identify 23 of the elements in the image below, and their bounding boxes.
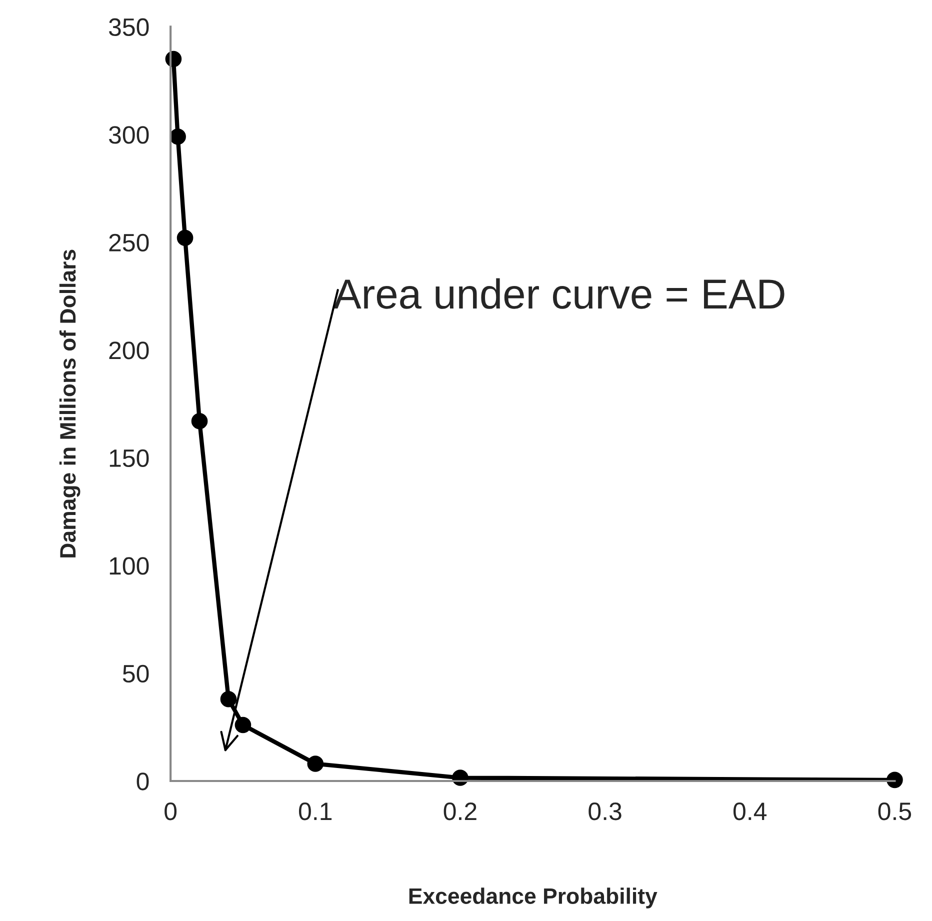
point [170, 128, 186, 145]
x-tick-label: 0.5 [878, 802, 912, 820]
x-tick-label: 0.1 [298, 802, 332, 820]
x-tick-label: 0.3 [588, 802, 622, 820]
x-tick-label: 0.4 [733, 802, 767, 820]
y-tick-label: 150 [110, 449, 149, 468]
y-tick-label: 0 [136, 772, 149, 790]
y-tick-label: 250 [109, 234, 149, 252]
point [307, 756, 324, 772]
y-axis-title: Damage in Millions of Dollars [59, 250, 80, 558]
point [220, 690, 237, 708]
x-tick-label: 0 [164, 802, 177, 820]
point [886, 772, 903, 788]
y-tick-label: 200 [109, 342, 149, 360]
y-tick-label: 300 [108, 126, 149, 144]
point [191, 412, 208, 430]
y-tick-label: 50 [122, 664, 149, 683]
x-axis-title: Exceedance Probability [409, 888, 658, 908]
point [176, 230, 194, 246]
x-tick-label: 0.2 [444, 802, 476, 820]
y-tick-label: 100 [110, 557, 149, 575]
point [234, 716, 252, 734]
y-tick-label: 350 [108, 18, 149, 36]
